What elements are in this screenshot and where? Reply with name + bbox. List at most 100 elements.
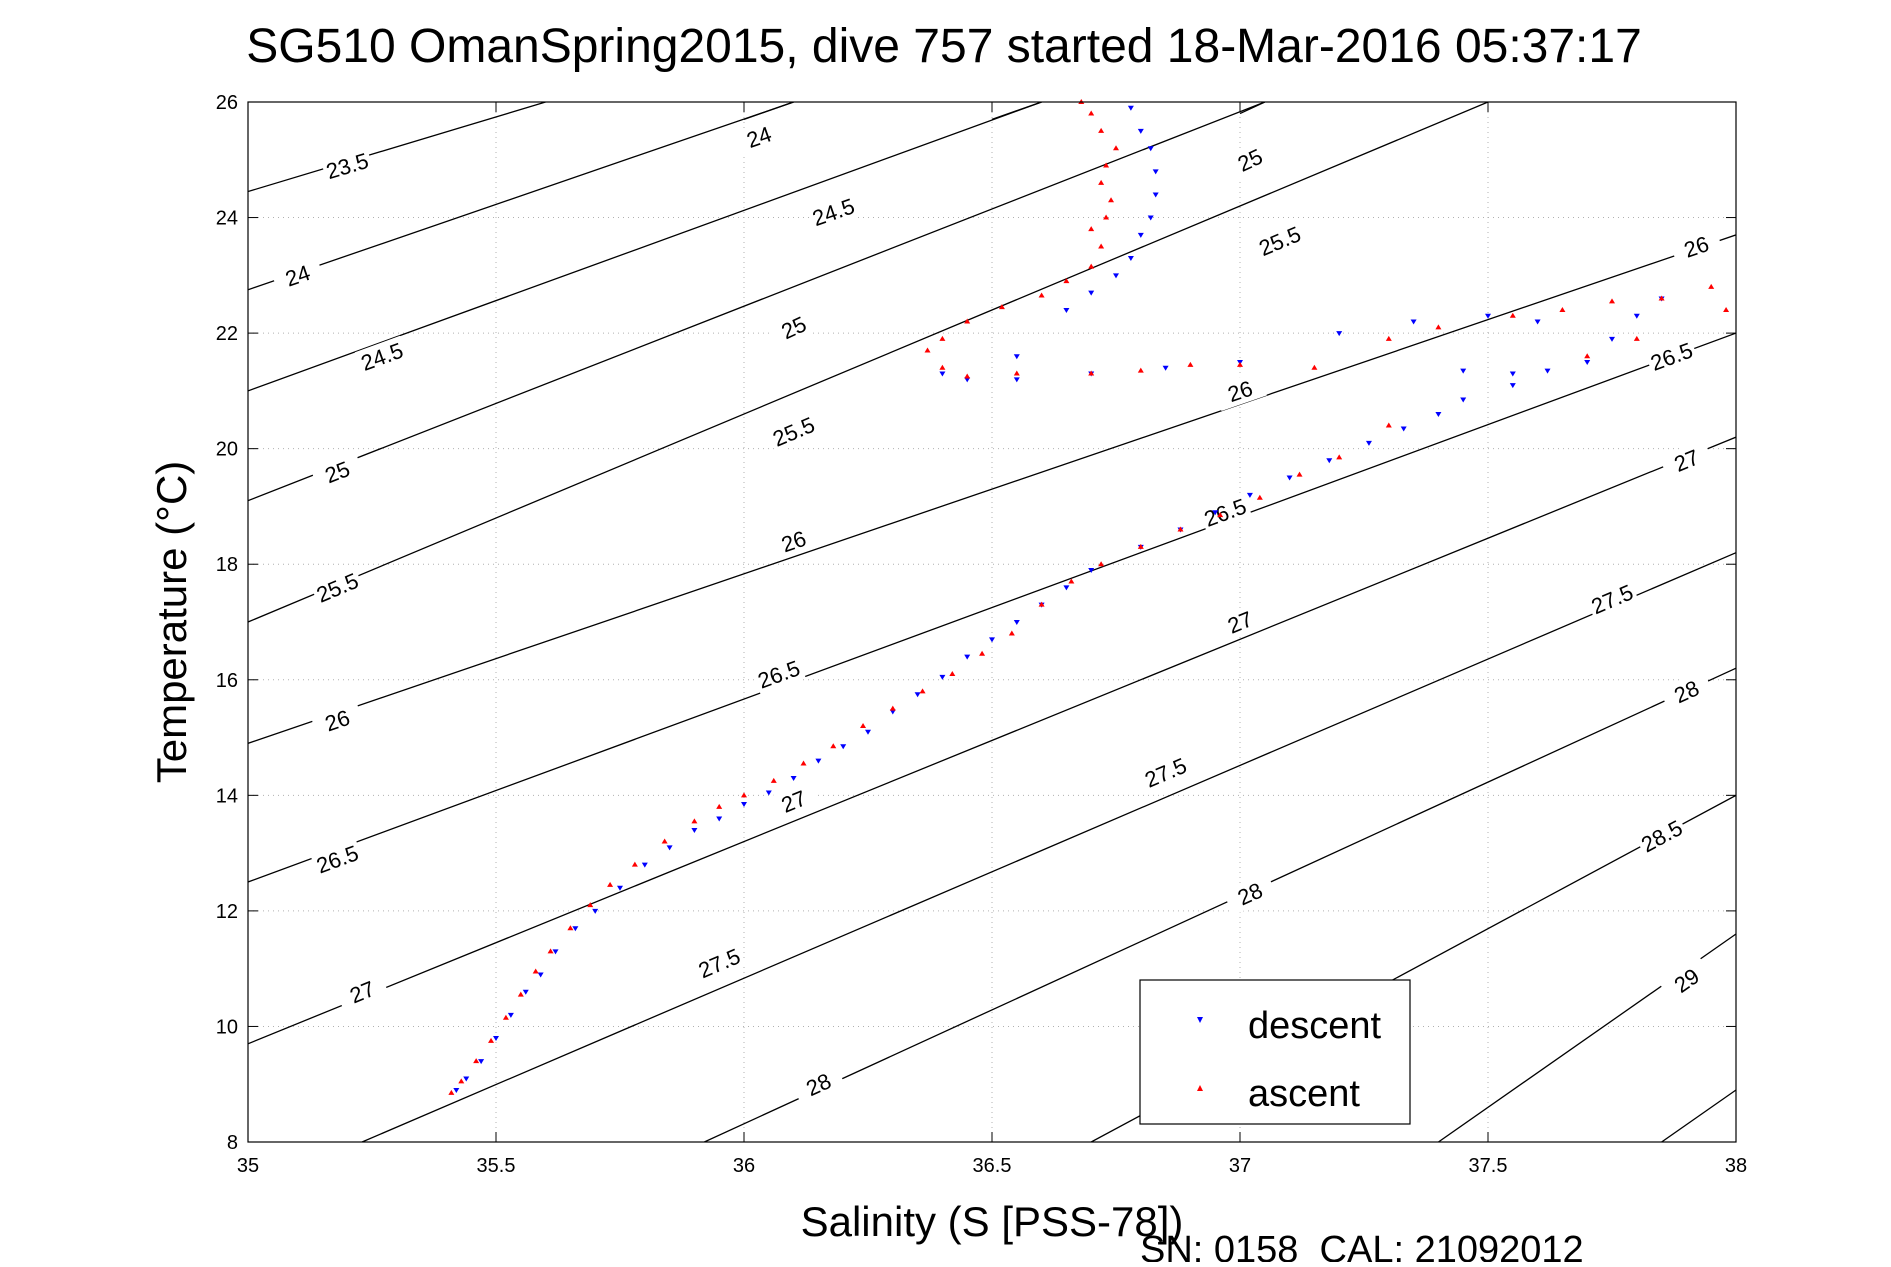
density-contour-26 bbox=[248, 234, 1736, 744]
data-point-ascent bbox=[1103, 162, 1110, 168]
contour-label-bg bbox=[1669, 226, 1724, 267]
data-point-ascent bbox=[1723, 307, 1730, 312]
data-point-ascent bbox=[1113, 145, 1119, 151]
data-point-ascent bbox=[1609, 298, 1615, 304]
data-point-ascent bbox=[1559, 307, 1566, 312]
contour-label-bg bbox=[1138, 750, 1193, 794]
y-tick-label: 10 bbox=[216, 1016, 238, 1038]
data-point-ascent bbox=[1137, 367, 1144, 373]
data-point-ascent bbox=[587, 902, 594, 908]
data-point-descent bbox=[478, 1059, 485, 1065]
data-point-descent bbox=[641, 862, 648, 868]
data-point-ascent bbox=[1385, 335, 1392, 341]
contour-label-bg bbox=[310, 450, 365, 493]
contour-label-bg bbox=[310, 700, 365, 741]
density-contour-24.5 bbox=[248, 102, 1042, 392]
data-point-descent bbox=[1410, 319, 1417, 325]
y-tick-label: 26 bbox=[216, 92, 238, 114]
data-point-descent bbox=[1088, 568, 1095, 573]
data-point-ascent bbox=[1584, 353, 1591, 359]
data-point-ascent bbox=[1098, 561, 1105, 567]
data-point-descent bbox=[1127, 105, 1134, 111]
data-point-descent bbox=[1246, 492, 1253, 498]
data-point-descent bbox=[765, 790, 772, 796]
data-point-ascent bbox=[1385, 422, 1392, 428]
data-point-descent bbox=[1460, 397, 1467, 403]
data-point-descent bbox=[1336, 331, 1343, 337]
data-point-descent bbox=[1147, 146, 1154, 152]
data-point-descent bbox=[939, 371, 946, 377]
data-point-ascent bbox=[919, 688, 926, 694]
data-point-descent bbox=[889, 709, 896, 715]
contour-label-bg bbox=[766, 780, 821, 823]
density-contour-26.5 bbox=[248, 332, 1736, 883]
data-point-descent bbox=[1152, 192, 1159, 198]
data-point-descent bbox=[522, 989, 529, 995]
y-tick-label: 20 bbox=[216, 439, 238, 461]
data-point-descent bbox=[493, 1036, 499, 1041]
data-point-descent bbox=[815, 758, 822, 764]
data-point-ascent bbox=[1336, 454, 1343, 460]
data-point-descent bbox=[741, 802, 747, 807]
data-point-descent bbox=[1509, 383, 1516, 389]
data-point-descent bbox=[1584, 360, 1591, 365]
data-point-descent bbox=[1544, 368, 1551, 374]
data-point-ascent bbox=[502, 1014, 509, 1020]
data-point-ascent bbox=[1088, 110, 1095, 116]
x-tick-label: 35.5 bbox=[477, 1155, 516, 1177]
data-point-ascent bbox=[1237, 361, 1243, 367]
data-point-ascent bbox=[1098, 243, 1105, 249]
x-axis-label: Salinity (S [PSS-78]) bbox=[801, 1198, 1184, 1245]
data-point-descent bbox=[1400, 426, 1407, 432]
data-point-descent bbox=[1162, 365, 1169, 371]
data-point-descent bbox=[1063, 585, 1070, 591]
contour-label-bg bbox=[1659, 669, 1714, 714]
contour-label-bg bbox=[751, 653, 806, 695]
contour-label-bg bbox=[1634, 812, 1689, 859]
data-point-descent bbox=[1152, 169, 1159, 175]
data-point-descent bbox=[463, 1076, 470, 1082]
contour-label-bg bbox=[1644, 335, 1699, 377]
data-point-ascent bbox=[949, 671, 956, 676]
data-point-ascent bbox=[1108, 197, 1115, 203]
data-point-descent bbox=[507, 1012, 514, 1018]
data-point-ascent bbox=[1038, 292, 1045, 298]
x-tick-label: 36.5 bbox=[973, 1155, 1012, 1177]
contour-label-bg bbox=[310, 838, 365, 880]
data-point-ascent bbox=[1177, 526, 1184, 532]
legend-descent-label: descent bbox=[1248, 1005, 1382, 1047]
data-point-ascent bbox=[939, 335, 946, 341]
data-point-ascent bbox=[924, 347, 931, 353]
data-point-descent bbox=[1088, 290, 1095, 296]
data-point-descent bbox=[716, 816, 723, 822]
data-point-ascent bbox=[1633, 335, 1640, 341]
legend: descent ascent bbox=[1139, 979, 1411, 1125]
data-point-descent bbox=[790, 776, 797, 781]
data-point-ascent bbox=[488, 1037, 495, 1043]
x-tick-label: 37.5 bbox=[1469, 1155, 1508, 1177]
data-point-descent bbox=[1137, 128, 1144, 134]
data-point-ascent bbox=[964, 373, 971, 379]
data-point-ascent bbox=[1187, 361, 1194, 367]
series-descent bbox=[453, 105, 1665, 1093]
y-tick-label: 22 bbox=[216, 323, 238, 345]
contour-label-bg bbox=[1213, 370, 1267, 411]
data-point-ascent bbox=[1256, 494, 1263, 500]
contour-label-bg bbox=[310, 566, 365, 609]
data-point-descent bbox=[865, 729, 871, 735]
data-point-descent bbox=[1127, 256, 1134, 261]
density-contour-24 bbox=[248, 102, 794, 291]
data-point-descent bbox=[1147, 215, 1154, 221]
contour-label-bg bbox=[320, 146, 374, 185]
data-point-ascent bbox=[448, 1089, 455, 1095]
data-point-descent bbox=[1063, 308, 1070, 313]
density-contour-24 bbox=[743, 102, 794, 120]
legend-ascent-marker bbox=[1197, 1085, 1203, 1091]
data-point-descent bbox=[592, 908, 599, 914]
data-point-descent bbox=[840, 744, 847, 750]
x-tick-label: 37 bbox=[1229, 1155, 1251, 1177]
data-point-ascent bbox=[1068, 578, 1075, 584]
data-point-ascent bbox=[1008, 630, 1015, 636]
